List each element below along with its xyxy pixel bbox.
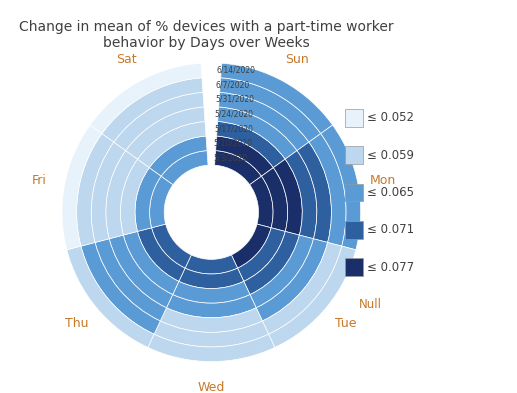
Wedge shape xyxy=(149,176,173,228)
Wedge shape xyxy=(309,134,346,246)
Wedge shape xyxy=(221,63,332,134)
Wedge shape xyxy=(263,242,342,334)
FancyBboxPatch shape xyxy=(345,184,362,201)
Wedge shape xyxy=(219,92,309,151)
Text: 5/17/2020: 5/17/2020 xyxy=(214,124,253,133)
Wedge shape xyxy=(250,235,313,308)
Text: ≤ 0.077: ≤ 0.077 xyxy=(367,261,414,274)
Text: ≤ 0.052: ≤ 0.052 xyxy=(367,111,414,125)
Wedge shape xyxy=(138,228,185,281)
Wedge shape xyxy=(135,168,161,231)
Text: Sat: Sat xyxy=(116,53,136,66)
Wedge shape xyxy=(232,224,271,268)
Wedge shape xyxy=(91,142,126,242)
Wedge shape xyxy=(220,78,321,142)
Text: Fri: Fri xyxy=(32,174,47,187)
FancyBboxPatch shape xyxy=(345,221,362,239)
Wedge shape xyxy=(250,176,273,228)
Wedge shape xyxy=(244,231,299,295)
Wedge shape xyxy=(109,235,173,308)
Wedge shape xyxy=(102,78,203,142)
Text: Thu: Thu xyxy=(65,318,88,331)
Text: ≤ 0.071: ≤ 0.071 xyxy=(367,223,414,237)
FancyBboxPatch shape xyxy=(345,259,362,276)
Wedge shape xyxy=(218,107,297,159)
FancyBboxPatch shape xyxy=(345,109,362,127)
Text: Sun: Sun xyxy=(285,53,308,66)
Wedge shape xyxy=(160,308,263,332)
Wedge shape xyxy=(114,92,204,151)
Text: ≤ 0.065: ≤ 0.065 xyxy=(367,186,414,199)
Wedge shape xyxy=(106,151,138,239)
Wedge shape xyxy=(95,239,166,321)
Wedge shape xyxy=(151,224,191,268)
Text: Change in mean of % devices with a part-time worker
behavior by Days over Weeks: Change in mean of % devices with a part-… xyxy=(20,20,394,50)
Wedge shape xyxy=(273,159,302,235)
Wedge shape xyxy=(148,334,275,362)
Wedge shape xyxy=(321,125,361,250)
Wedge shape xyxy=(161,151,208,185)
Wedge shape xyxy=(120,159,149,235)
Text: Null: Null xyxy=(359,298,382,311)
Text: 5/31/2020: 5/31/2020 xyxy=(215,95,254,104)
Wedge shape xyxy=(217,121,285,168)
Wedge shape xyxy=(215,151,262,185)
Wedge shape xyxy=(126,107,205,159)
Text: ≤ 0.059: ≤ 0.059 xyxy=(367,149,414,162)
Text: 5/10/2020: 5/10/2020 xyxy=(214,139,253,148)
Wedge shape xyxy=(185,255,238,274)
Wedge shape xyxy=(77,134,114,246)
Wedge shape xyxy=(269,246,356,347)
Wedge shape xyxy=(179,268,244,288)
Text: 6/14/2020: 6/14/2020 xyxy=(216,66,255,75)
Text: 5/24/2020: 5/24/2020 xyxy=(215,110,254,119)
Text: Tue: Tue xyxy=(335,318,357,331)
Wedge shape xyxy=(124,231,179,295)
FancyBboxPatch shape xyxy=(345,146,362,164)
Wedge shape xyxy=(67,246,154,347)
Wedge shape xyxy=(90,63,202,134)
Text: 6/7/2020: 6/7/2020 xyxy=(216,80,250,89)
Wedge shape xyxy=(138,121,206,168)
Wedge shape xyxy=(238,228,285,281)
Wedge shape xyxy=(166,295,256,318)
Text: Mon: Mon xyxy=(370,174,397,187)
Wedge shape xyxy=(154,321,269,347)
Wedge shape xyxy=(297,142,331,242)
Wedge shape xyxy=(149,136,207,176)
Wedge shape xyxy=(62,125,102,250)
Wedge shape xyxy=(81,242,160,334)
Wedge shape xyxy=(262,168,287,231)
Wedge shape xyxy=(173,281,250,303)
Wedge shape xyxy=(256,239,328,321)
Wedge shape xyxy=(216,136,273,176)
Text: 5/3/2020: 5/3/2020 xyxy=(213,153,248,162)
Wedge shape xyxy=(285,151,317,239)
Text: Wed: Wed xyxy=(197,380,225,393)
